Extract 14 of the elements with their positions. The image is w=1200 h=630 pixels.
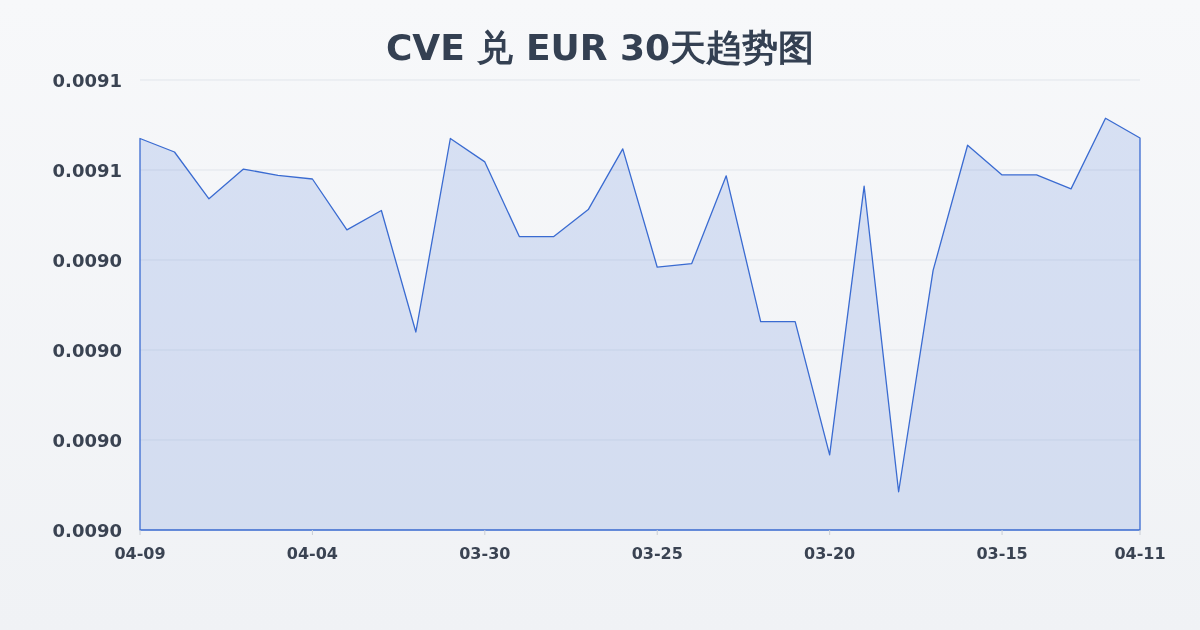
- x-tick-label: 03-15: [976, 544, 1028, 563]
- y-tick-label: 0.0090: [52, 519, 122, 541]
- x-tick-label: 03-30: [459, 544, 511, 563]
- x-tick-label: 04-09: [114, 544, 166, 563]
- title: CVE 兑 EUR 30天趋势图: [385, 27, 815, 68]
- x-tick-label: 03-20: [804, 544, 856, 563]
- x-tick-label: 04-11: [1114, 544, 1166, 563]
- x-tick-label: 03-25: [631, 544, 683, 563]
- x-tick-label: 04-04: [286, 544, 338, 563]
- y-tick-label: 0.0090: [52, 429, 122, 451]
- y-tick-label: 0.0090: [52, 249, 122, 271]
- y-tick-label: 0.0091: [52, 159, 122, 181]
- y-tick-label: 0.0091: [52, 69, 122, 91]
- y-tick-label: 0.0090: [52, 339, 122, 361]
